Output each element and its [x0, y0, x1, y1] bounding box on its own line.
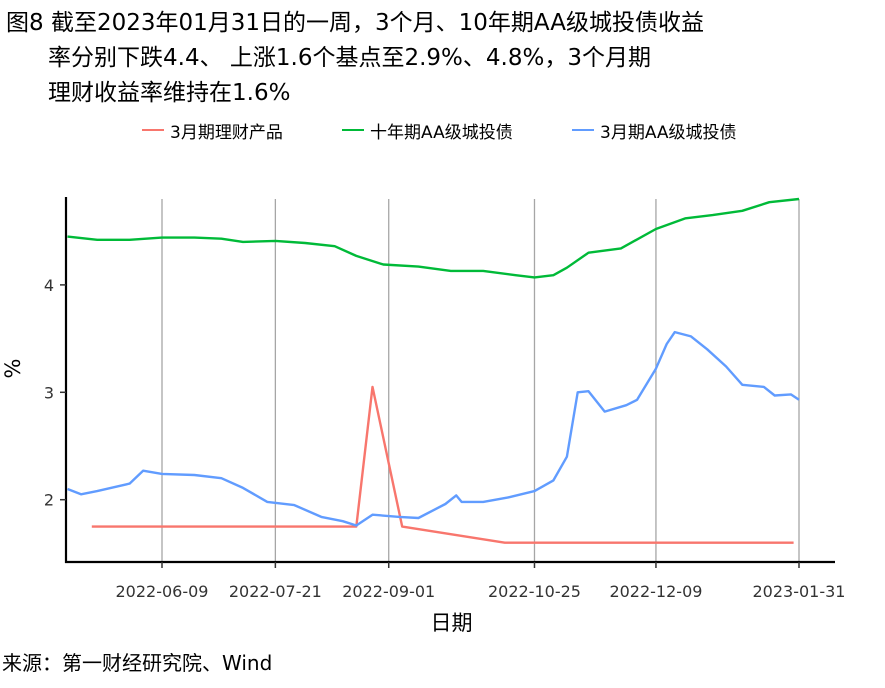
- chart-title: 图8 截至2023年01月31日的一周，3个月、10年期AA级城投债收益 率分别…: [6, 6, 881, 111]
- legend-label-blue: 3月期AA级城投债: [600, 122, 737, 143]
- legend-swatch-red: [142, 129, 164, 131]
- x-tick-label-5: 2023-01-31: [753, 582, 846, 601]
- y-axis-title: %: [1, 359, 25, 379]
- title-line-2: 率分别下跌4.4、 上涨1.6个基点至2.9%、4.8%，3个月期: [48, 45, 651, 71]
- legend-item-green: 十年期AA级城投债: [342, 118, 513, 143]
- legend-swatch-blue: [572, 129, 594, 131]
- source-note: 来源：第一财经研究院、Wind: [2, 651, 273, 675]
- legend-item-blue: 3月期AA级城投债: [572, 118, 737, 143]
- series-line-2: [67, 330, 800, 527]
- title-line-1: 图8 截至2023年01月31日的一周，3个月、10年期AA级城投债收益: [6, 10, 705, 36]
- x-tick-label-3: 2022-10-25: [488, 582, 581, 601]
- x-tick-label-1: 2022-07-21: [229, 582, 322, 601]
- legend-swatch-green: [342, 129, 364, 131]
- legend-label-green: 十年期AA级城投债: [370, 122, 513, 143]
- x-tick-label-4: 2022-12-09: [609, 582, 702, 601]
- x-tick-label-0: 2022-06-09: [116, 582, 209, 601]
- y-tick-label-0: 2: [44, 491, 54, 510]
- y-tick-label-1: 3: [44, 383, 54, 402]
- title-line-3: 理财收益率维持在1.6%: [48, 80, 291, 106]
- x-axis-title: 日期: [431, 611, 473, 635]
- x-tick-label-2: 2022-09-01: [342, 582, 435, 601]
- legend-item-red: 3月期理财产品: [142, 118, 283, 143]
- y-tick-label-2: 4: [44, 276, 54, 295]
- legend: 3月期理财产品 十年期AA级城投债 3月期AA级城投债: [0, 118, 885, 143]
- legend-label-red: 3月期理财产品: [170, 122, 283, 143]
- series-line-0: [91, 385, 794, 544]
- series-line-1: [67, 197, 800, 279]
